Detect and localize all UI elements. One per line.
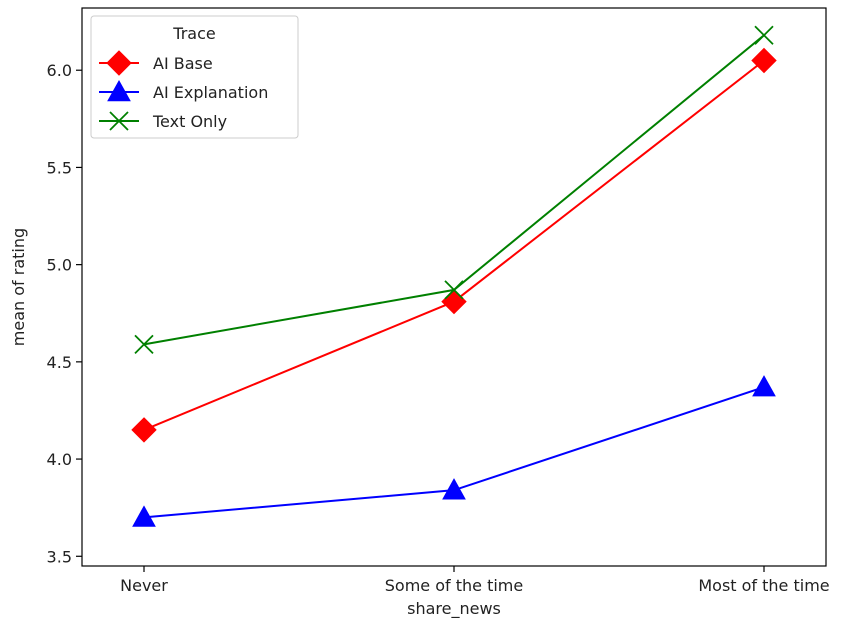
legend: Trace AI Base AI Explanation Text Only [91, 16, 298, 138]
y-tick-label: 4.0 [47, 450, 72, 469]
data-point-ai-base [132, 418, 156, 442]
data-point-ai-explanation [753, 376, 775, 396]
data-point-text-only [135, 335, 153, 353]
data-point-ai-base [752, 48, 776, 72]
series-ai-explanation [133, 376, 775, 526]
y-axis-label: mean of rating [9, 228, 28, 346]
x-tick-label: Never [120, 576, 168, 595]
legend-label-ai-base: AI Base [153, 54, 213, 73]
y-axis: 3.5 4.0 4.5 5.0 5.5 6.0 [47, 61, 82, 566]
x-tick-label: Most of the time [698, 576, 829, 595]
x-axis: Never Some of the time Most of the time [120, 566, 830, 595]
legend-entry-ai-base: AI Base [99, 51, 213, 75]
data-point-ai-explanation [443, 479, 465, 499]
legend-title: Trace [172, 24, 215, 43]
y-tick-label: 6.0 [47, 61, 72, 80]
y-tick-label: 5.0 [47, 256, 72, 275]
x-axis-label: share_news [407, 599, 501, 619]
y-tick-label: 3.5 [47, 547, 72, 566]
y-tick-label: 5.5 [47, 158, 72, 177]
legend-label-ai-explanation: AI Explanation [153, 83, 268, 102]
data-point-text-only [755, 26, 773, 44]
data-point-ai-base [442, 290, 466, 314]
x-tick-label: Some of the time [385, 576, 523, 595]
legend-label-text-only: Text Only [152, 112, 227, 131]
y-tick-label: 4.5 [47, 353, 72, 372]
